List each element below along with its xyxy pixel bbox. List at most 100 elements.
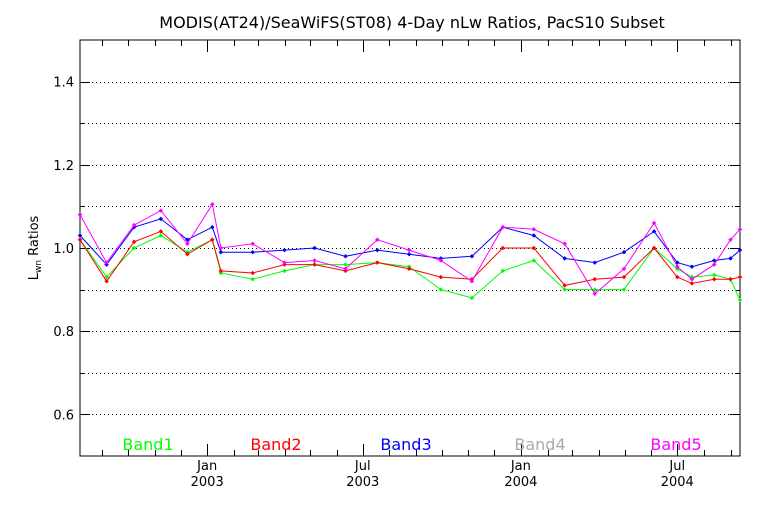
y-tick-label: 0.8 <box>53 325 74 340</box>
data-point <box>500 245 506 251</box>
data-point <box>209 237 215 243</box>
data-point <box>312 258 317 263</box>
data-point <box>651 245 657 251</box>
legend-band5: Band5 <box>650 435 701 454</box>
series-line <box>79 234 741 301</box>
data-point <box>406 247 412 253</box>
data-point <box>674 264 680 270</box>
data-point <box>651 229 657 234</box>
data-point <box>131 239 137 245</box>
data-point <box>531 258 537 263</box>
data-point <box>621 274 627 280</box>
data-point <box>77 233 83 238</box>
data-point <box>592 291 598 297</box>
data-point <box>209 224 215 230</box>
data-point <box>343 262 348 267</box>
data-point <box>250 270 256 276</box>
data-point <box>531 226 537 232</box>
x-tick-label-year: 2003 <box>191 475 224 490</box>
data-point <box>312 262 317 267</box>
data-point <box>104 260 109 265</box>
legend-band3: Band3 <box>380 435 431 454</box>
data-point <box>282 268 287 274</box>
data-point <box>131 245 137 251</box>
legend-band4: Band4 <box>514 435 565 454</box>
series-line <box>79 230 741 286</box>
x-tick-label-year: 2004 <box>661 475 694 490</box>
data-point <box>728 256 733 261</box>
data-point <box>218 249 224 255</box>
data-point <box>689 264 695 270</box>
data-point <box>250 241 256 247</box>
x-tick-label-month: Jan <box>196 459 217 474</box>
data-point <box>158 233 164 238</box>
data-point <box>438 287 444 292</box>
data-point <box>728 276 733 282</box>
data-point <box>158 216 164 222</box>
y-tick-label: 1.4 <box>53 76 74 91</box>
data-point <box>374 247 380 253</box>
data-point <box>737 297 743 303</box>
data-point <box>562 241 568 247</box>
data-point <box>531 233 537 238</box>
data-point <box>711 276 717 282</box>
data-point <box>689 276 695 282</box>
y-tick-label: 1.2 <box>53 159 74 174</box>
legend-band1: Band1 <box>122 435 173 454</box>
data-point <box>374 237 380 243</box>
data-point <box>343 266 348 272</box>
data-point <box>438 274 444 280</box>
series-group <box>77 201 743 303</box>
data-point <box>218 268 224 274</box>
x-tick-label-month: Jul <box>354 459 371 474</box>
data-point <box>737 274 743 280</box>
y-axis-label-sub: wn <box>34 260 44 273</box>
series-band3 <box>77 216 743 270</box>
data-point <box>592 276 598 282</box>
data-point <box>737 247 743 253</box>
x-tick-label-year: 2004 <box>504 475 537 490</box>
y-axis: 0.6 0.8 1.0 1.2 1.4 <box>53 76 740 423</box>
legend-band2: Band2 <box>250 435 301 454</box>
series-line <box>79 202 741 295</box>
data-point <box>77 212 83 218</box>
data-point <box>674 274 680 280</box>
data-point <box>282 260 287 265</box>
grid-lines <box>80 82 740 415</box>
y-axis-label: Lwn Ratios <box>27 215 44 280</box>
data-point <box>250 249 256 255</box>
data-point <box>689 281 695 286</box>
data-point <box>282 247 287 253</box>
data-point <box>592 260 598 265</box>
data-point <box>185 241 190 247</box>
data-point <box>728 237 733 243</box>
y-tick-label: 1.0 <box>53 242 74 257</box>
data-point <box>438 258 444 263</box>
data-point <box>406 251 412 257</box>
y-axis-label-rest: Ratios <box>27 215 42 260</box>
data-point <box>651 220 657 226</box>
data-point <box>77 237 83 243</box>
data-point <box>158 208 164 213</box>
data-point <box>621 287 627 292</box>
y-axis-label-main: L <box>27 272 42 280</box>
data-point <box>711 272 717 278</box>
data-point <box>218 245 224 251</box>
data-point <box>531 245 537 251</box>
data-point <box>469 278 475 284</box>
data-point <box>343 253 348 259</box>
data-point <box>737 226 743 232</box>
x-tick-label-year: 2003 <box>346 475 379 490</box>
data-point <box>711 262 717 267</box>
data-point <box>469 253 475 259</box>
plot-frame <box>79 39 741 457</box>
data-point <box>562 287 568 292</box>
data-point <box>621 266 627 272</box>
data-point <box>562 256 568 261</box>
data-point <box>185 251 190 257</box>
legend: Band1 Band2 Band3 Band4 Band5 <box>122 435 701 454</box>
data-point <box>209 201 215 207</box>
x-tick-label-month: Jul <box>668 459 685 474</box>
data-point <box>374 260 380 265</box>
